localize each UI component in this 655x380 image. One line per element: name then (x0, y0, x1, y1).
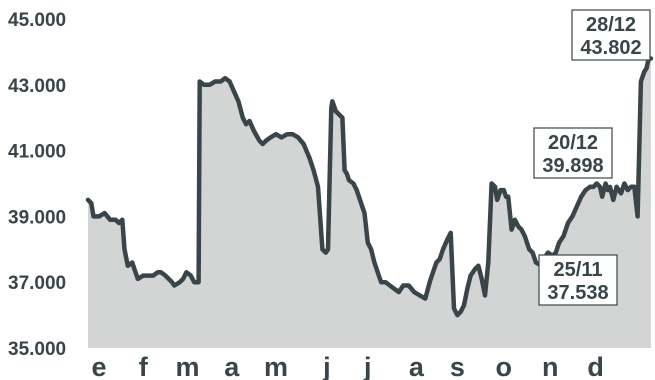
y-tick-label: 43.000 (8, 76, 66, 97)
x-tick-label: j (363, 352, 372, 380)
annotation-date: 25/11 (554, 259, 603, 281)
x-tick-label: a (409, 352, 425, 380)
y-tick-label: 39.000 (8, 207, 66, 228)
x-tick-label: a (224, 352, 240, 380)
y-tick-label: 45.000 (8, 10, 66, 31)
annotation-box (571, 9, 651, 61)
x-tick-label: n (542, 352, 559, 380)
plot-area (85, 56, 654, 349)
y-axis: 35.000 37.000 39.000 41.000 43.000 45.000 (8, 10, 66, 360)
x-tick-label: d (587, 352, 604, 380)
annotation-box (538, 254, 618, 306)
x-tick-label: j (322, 352, 331, 380)
series-area-fill (88, 58, 651, 349)
annotation-date: 20/12 (548, 132, 598, 154)
x-tick-label: e (92, 352, 107, 380)
annotation-value: 39.898 (542, 155, 603, 177)
x-tick-label: m (176, 352, 200, 380)
x-tick-label: m (264, 352, 288, 380)
x-tick-label: s (450, 352, 465, 380)
y-tick-label: 35.000 (8, 339, 66, 360)
y-tick-label: 41.000 (8, 142, 66, 163)
series-line (85, 56, 654, 318)
x-tick-label: o (496, 352, 513, 380)
annotation-value: 43.802 (580, 37, 641, 59)
y-tick-label: 37.000 (8, 273, 66, 294)
x-tick-label: f (139, 352, 149, 380)
annotation-value: 37.538 (547, 282, 608, 304)
annotation-date: 28/12 (586, 14, 636, 36)
annotation-box (533, 127, 613, 179)
